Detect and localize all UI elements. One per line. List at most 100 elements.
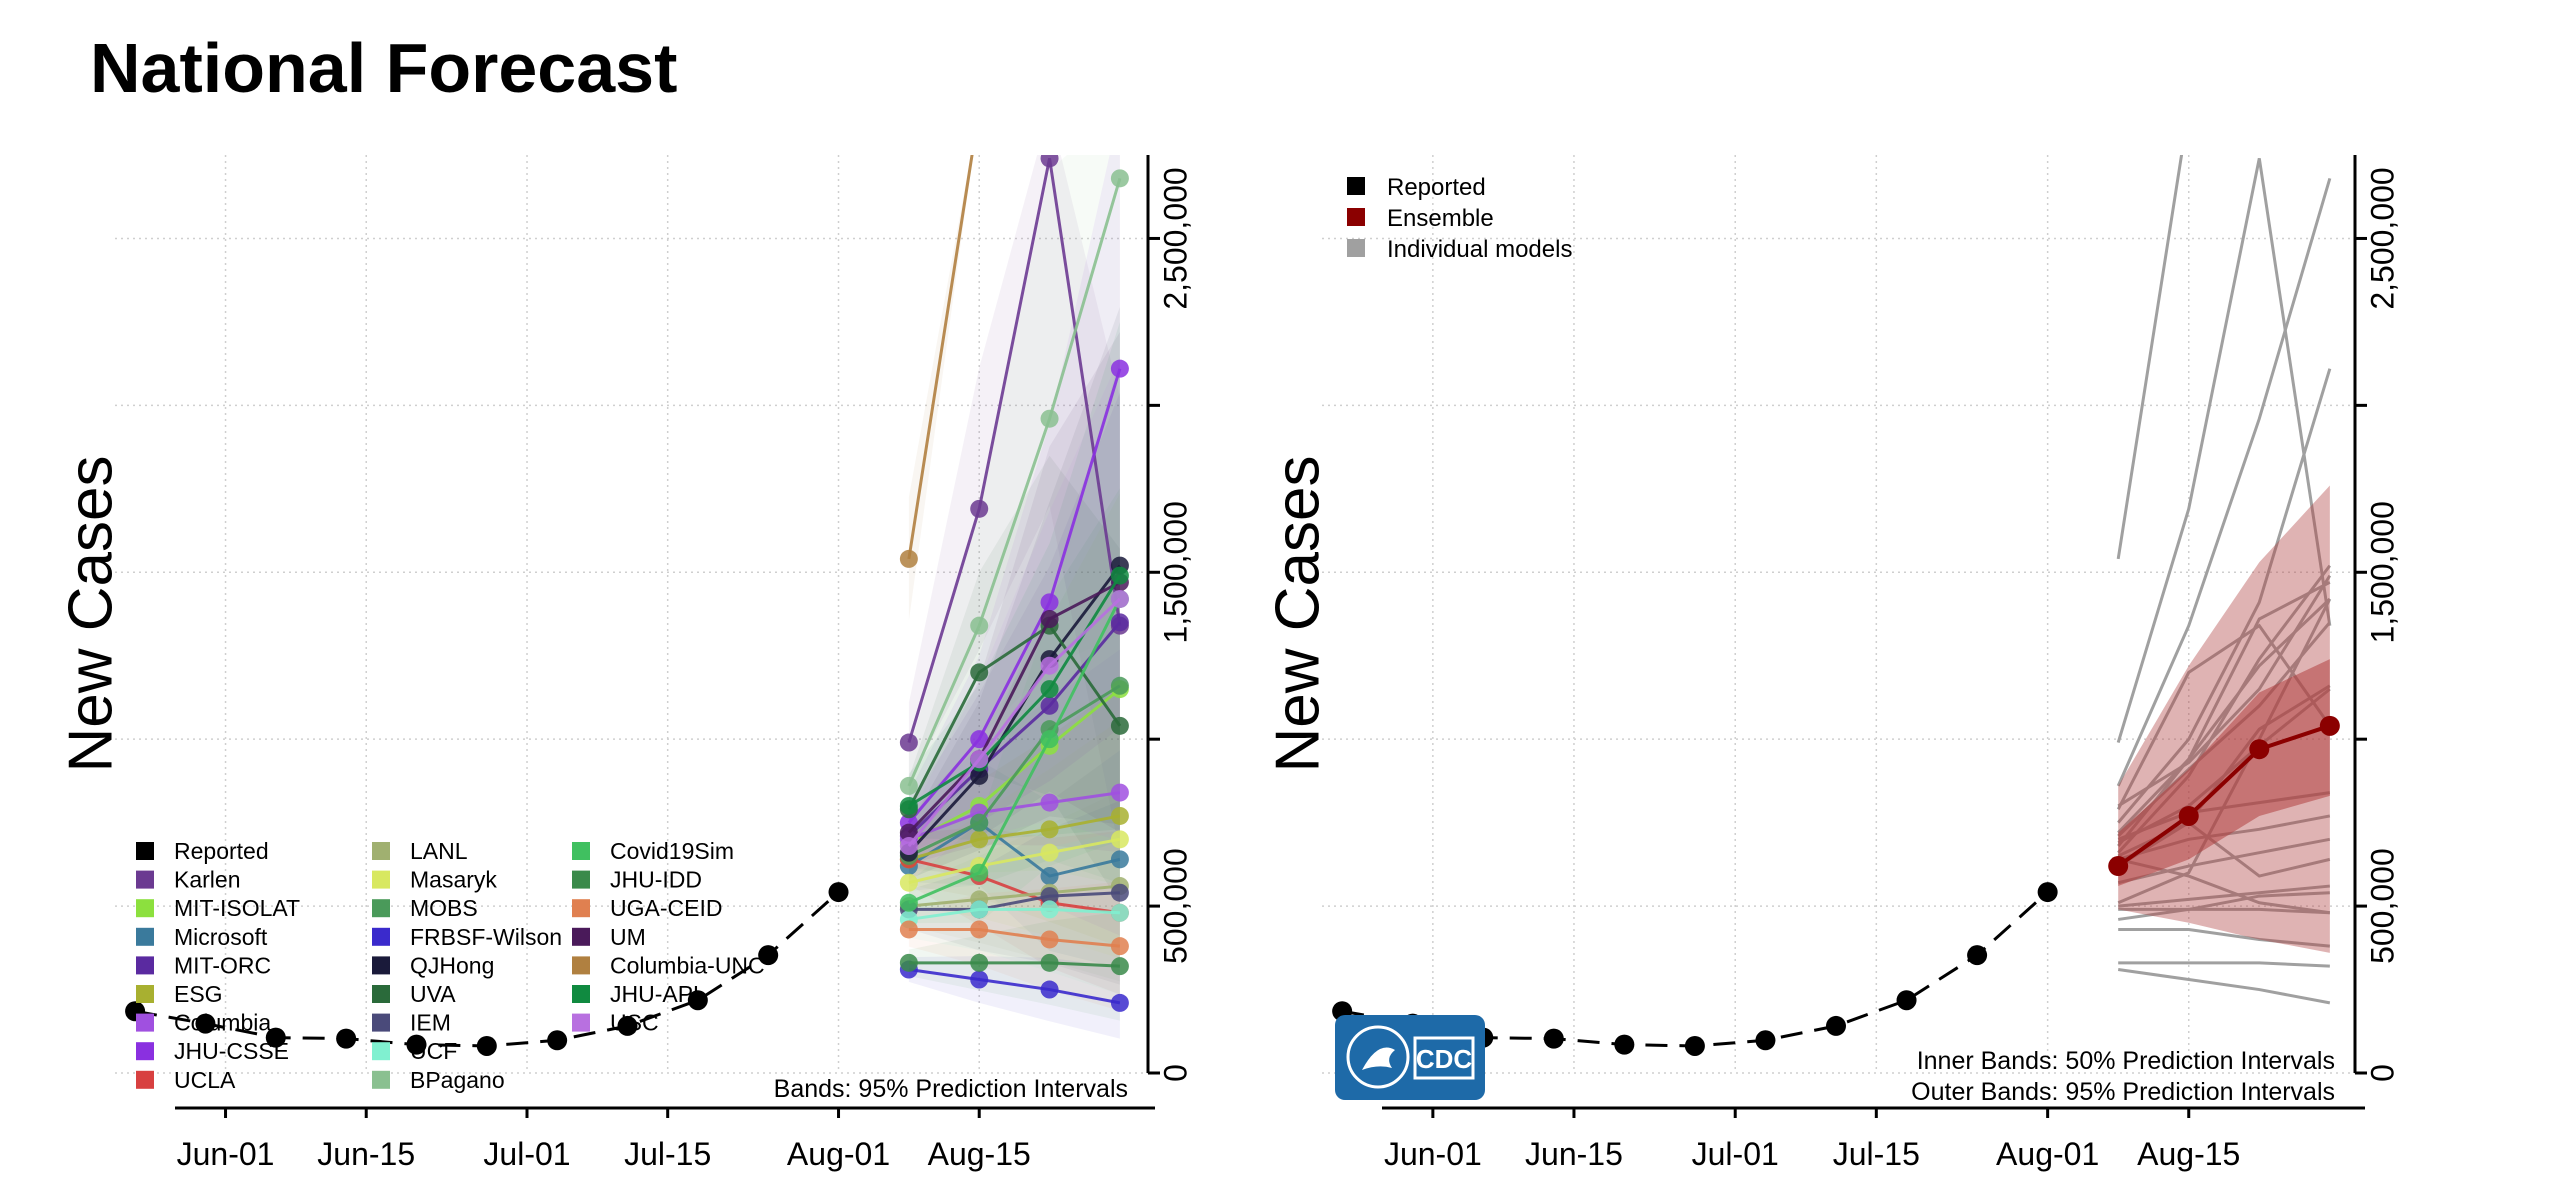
figure-title: National Forecast <box>90 29 677 107</box>
x-tick-label: Aug-15 <box>2137 1136 2240 1172</box>
reported-point <box>547 1030 568 1051</box>
bands-footnote: Bands: 95% Prediction Intervals <box>774 1075 1128 1103</box>
point-covid19sim <box>1040 730 1059 749</box>
reported-point <box>406 1034 427 1055</box>
band-columbia-unc <box>908 155 973 621</box>
y-tick-label: 1,500,000 <box>1157 501 1193 643</box>
legend-label: Reported <box>174 838 269 864</box>
point-masaryk <box>1110 830 1129 849</box>
point-jhu-idd <box>1110 957 1129 976</box>
band-karlen <box>908 155 1120 854</box>
point-uva <box>970 663 989 682</box>
y-tick-label: 2,500,000 <box>1157 167 1193 309</box>
line-covid19sim <box>908 598 1122 905</box>
band-uga-ceid <box>908 881 1120 1011</box>
legend-label: MOBS <box>410 895 478 921</box>
line-jhu-csse <box>907 368 1122 824</box>
band-bpagano <box>908 155 1120 821</box>
point-usc <box>1040 656 1059 675</box>
individual-model-line <box>2116 158 2332 743</box>
individual-model-line <box>2118 884 2330 908</box>
point-qjhong <box>970 766 989 785</box>
band-iem <box>908 800 1120 985</box>
legend-label: ESG <box>174 981 223 1007</box>
x-tick-label: Jun-01 <box>177 1136 275 1172</box>
legend-label: UVA <box>410 981 456 1007</box>
line-usc <box>907 597 1121 847</box>
point-masaryk <box>1040 843 1059 862</box>
point-karlen <box>899 733 918 752</box>
legend-swatch <box>372 956 390 975</box>
point-iem <box>1110 883 1129 902</box>
line-qjhong <box>907 564 1122 854</box>
legend-label: UCF <box>410 1038 457 1064</box>
legend-label: JHU-IDD <box>610 867 702 893</box>
individual-models-panel: Jun-01 Jun-15 Jul-01 Jul-15 Aug-01 Aug-15 0 500… <box>56 155 1193 1172</box>
cdc-logo-text: CDC <box>1416 1044 1473 1074</box>
ensemble-point <box>2249 739 2270 760</box>
legend-swatch <box>372 1013 390 1032</box>
line-karlen <box>907 158 1122 743</box>
reported-point <box>1896 990 1917 1011</box>
point-mit-orc <box>1040 696 1059 715</box>
individual-model-line <box>2117 368 2332 824</box>
legend-swatch <box>1347 208 1365 226</box>
y-tick-label: 0 <box>1157 1064 1193 1082</box>
point-uga-ceid <box>1110 937 1129 956</box>
band-jhu-apl <box>908 321 1120 841</box>
legend-swatch <box>136 899 154 918</box>
legend-swatch <box>572 927 590 946</box>
individual-model-line <box>2118 927 2330 948</box>
individual-model-line <box>2116 155 2184 560</box>
legend-swatch <box>372 842 390 860</box>
x-tick-label: Aug-15 <box>928 1136 1031 1172</box>
point-ucf <box>1110 903 1129 922</box>
legend-swatch <box>372 899 390 918</box>
legend-swatch <box>572 985 590 1003</box>
legend-label: FRBSF-Wilson <box>410 924 562 950</box>
reported-point <box>2037 882 2058 903</box>
reported-point <box>1614 1034 1635 1055</box>
point-jhu-csse <box>1040 593 1059 612</box>
point-masaryk <box>899 873 918 892</box>
band-uva <box>908 455 1120 903</box>
legend-swatch <box>372 927 390 946</box>
line-uva <box>907 623 1122 810</box>
legend-swatch <box>136 842 154 860</box>
band-usc <box>908 357 1120 874</box>
point-jhu-apl <box>1040 680 1059 699</box>
line-ucla <box>908 857 1121 915</box>
line-columbia-unc <box>907 155 974 560</box>
plot-area <box>2108 155 2340 1005</box>
point-bpagano <box>1040 409 1059 428</box>
point-um <box>899 823 918 842</box>
y-tick-label: 1,500,000 <box>2364 501 2400 643</box>
point-jhu-csse <box>1110 359 1129 378</box>
plot-area <box>899 155 1129 1039</box>
point-frbsf-wilson <box>1040 980 1059 999</box>
point-usc <box>970 750 989 769</box>
hhs-eagle-shape-icon <box>1362 1047 1395 1070</box>
point-columbia-unc <box>899 549 918 568</box>
legend-swatch <box>372 1042 390 1061</box>
legend-swatch <box>136 956 154 975</box>
point-frbsf-wilson <box>1110 993 1129 1012</box>
legend-swatch <box>572 956 590 975</box>
line-bpagano <box>907 177 1122 787</box>
x-tick-label: Jun-15 <box>317 1136 415 1172</box>
point-jhu-idd <box>970 953 989 972</box>
point-bpagano <box>899 776 918 795</box>
reported-point <box>476 1035 497 1056</box>
x-tick-label: Jul-15 <box>624 1136 711 1172</box>
point-mit-orc <box>1110 613 1129 632</box>
line-uga-ceid <box>908 927 1121 948</box>
point-microsoft <box>1040 867 1059 886</box>
point-usc <box>1110 589 1129 608</box>
legend-swatch <box>136 1013 154 1032</box>
x-tick-label: Aug-01 <box>1996 1136 2099 1172</box>
reported-point <box>1543 1028 1564 1049</box>
legend-label: Columbia <box>174 1010 271 1036</box>
point-esg <box>1040 820 1059 839</box>
reported-point <box>1967 945 1988 966</box>
